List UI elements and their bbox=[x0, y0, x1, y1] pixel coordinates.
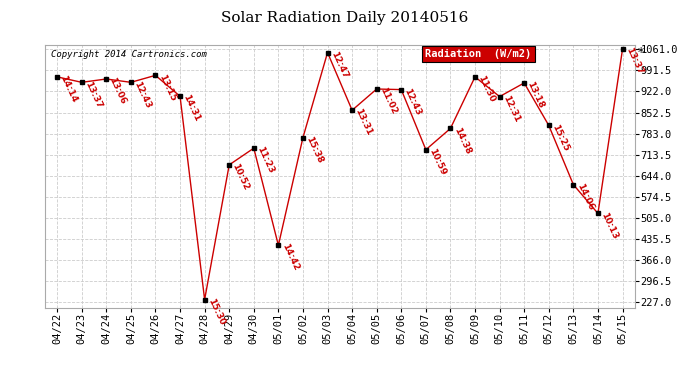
Text: 13:06: 13:06 bbox=[108, 76, 128, 106]
Text: 14:06: 14:06 bbox=[575, 182, 595, 212]
Text: *: * bbox=[638, 46, 644, 59]
Text: 14:31: 14:31 bbox=[181, 93, 201, 123]
Text: 11:02: 11:02 bbox=[378, 86, 398, 116]
Text: 10:13: 10:13 bbox=[600, 211, 620, 240]
Text: Copyright 2014 Cartronics.com: Copyright 2014 Cartronics.com bbox=[51, 50, 206, 59]
Text: 13:15: 13:15 bbox=[157, 73, 177, 102]
Text: 12:43: 12:43 bbox=[132, 80, 152, 110]
Text: 15:30: 15:30 bbox=[206, 297, 226, 327]
Text: 12:47: 12:47 bbox=[329, 50, 349, 80]
Text: 11:23: 11:23 bbox=[255, 146, 275, 175]
Text: 10:52: 10:52 bbox=[230, 162, 250, 192]
Text: 14:38: 14:38 bbox=[452, 126, 472, 156]
Text: 13:37: 13:37 bbox=[624, 46, 644, 76]
Text: 13:31: 13:31 bbox=[353, 108, 374, 137]
Text: 14:14: 14:14 bbox=[59, 74, 79, 104]
Text: 10:59: 10:59 bbox=[427, 147, 448, 177]
Text: Solar Radiation Daily 20140516: Solar Radiation Daily 20140516 bbox=[221, 11, 469, 25]
Text: 15:38: 15:38 bbox=[304, 135, 324, 165]
Text: 14:42: 14:42 bbox=[279, 243, 300, 273]
Text: 15:25: 15:25 bbox=[550, 123, 571, 152]
Text: Radiation  (W/m2): Radiation (W/m2) bbox=[425, 49, 531, 59]
Text: 13:18: 13:18 bbox=[526, 80, 546, 110]
Text: 12:43: 12:43 bbox=[403, 87, 423, 117]
Text: 13:37: 13:37 bbox=[83, 80, 104, 110]
Text: 11:30: 11:30 bbox=[476, 74, 497, 104]
Text: 12:31: 12:31 bbox=[501, 94, 521, 123]
